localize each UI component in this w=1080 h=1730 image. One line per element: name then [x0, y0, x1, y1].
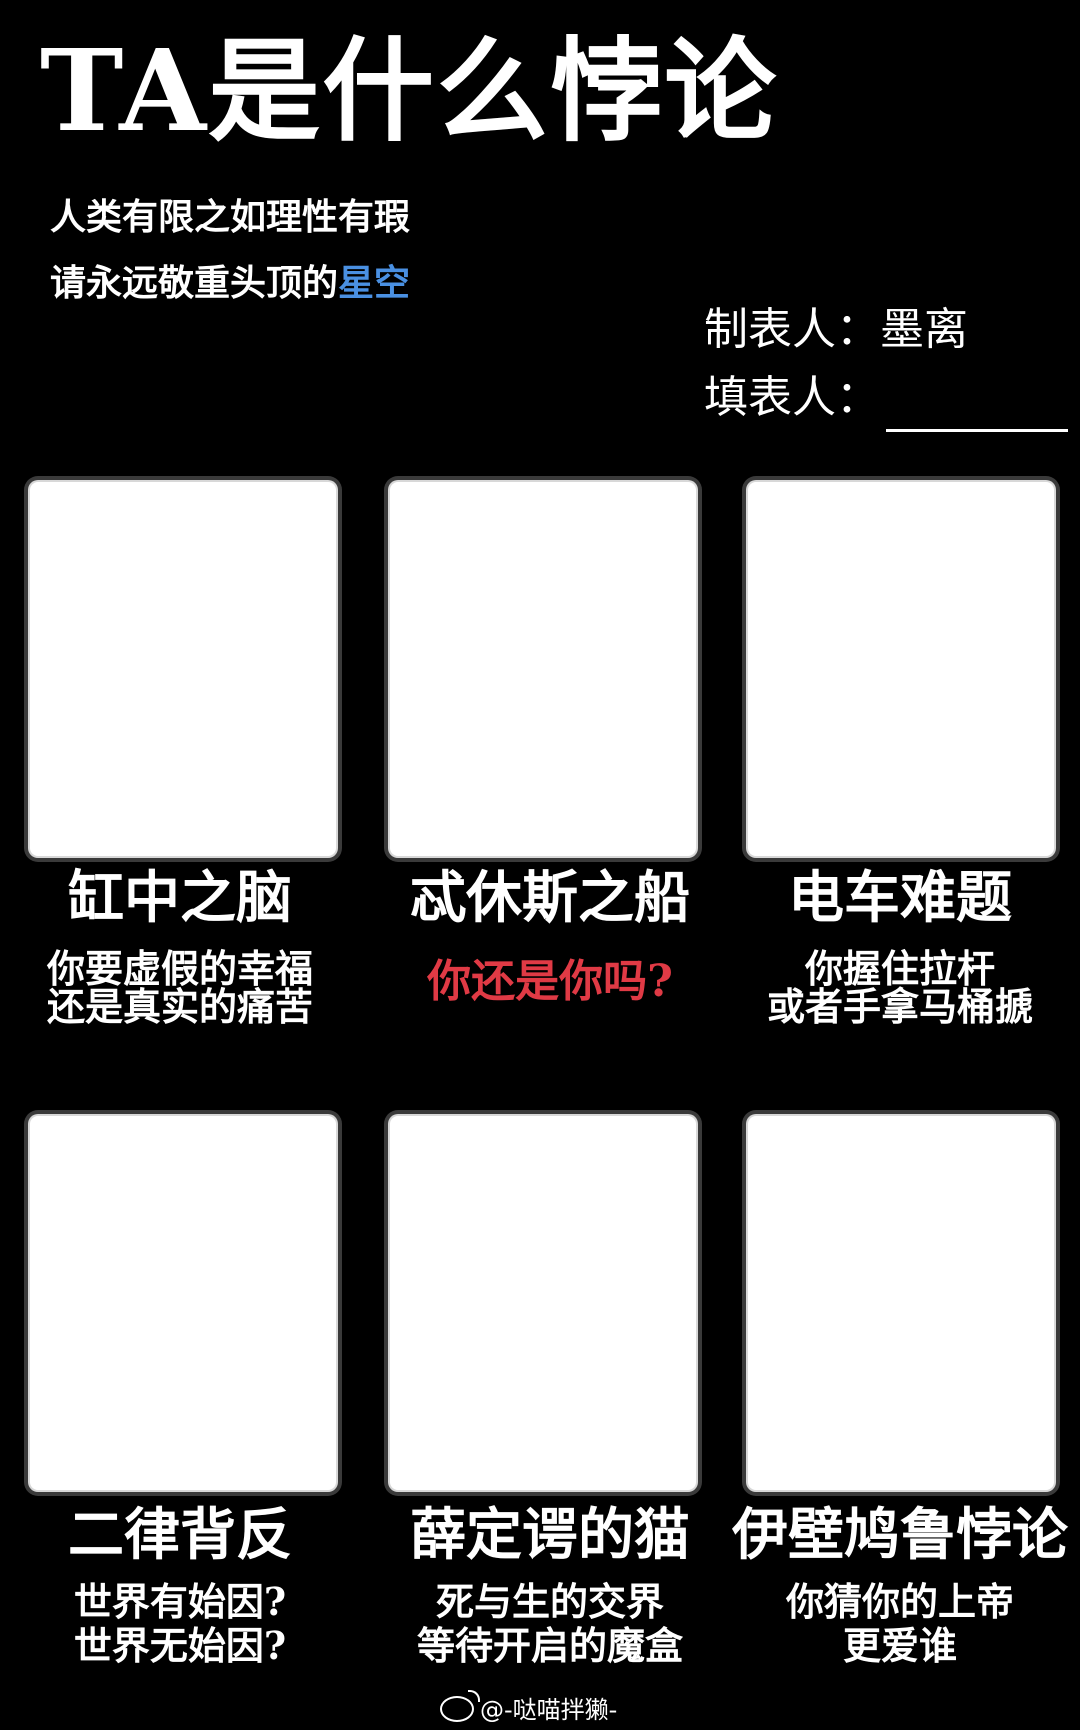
watermark-text: @-哒喵拌獭-: [480, 1696, 618, 1724]
filler-row: 填表人：: [704, 372, 1068, 432]
maker-name: 墨离: [880, 304, 968, 355]
card-title: 伊壁鸠鲁悖论: [732, 1502, 1068, 1568]
card-desc-line-1: 你要虚假的幸福: [46, 946, 313, 991]
photo-slot-ship-of-theseus[interactable]: [390, 482, 696, 856]
photo-slot-trolley-problem[interactable]: [748, 482, 1054, 856]
card-title: 忒休斯之船: [410, 865, 690, 931]
card-desc-line-2: 还是真实的痛苦: [46, 984, 313, 1029]
weibo-icon: [440, 1690, 480, 1722]
card-title: 薛定谔的猫: [410, 1502, 690, 1568]
page-title: TA是什么悖论: [40, 26, 779, 157]
card-title: 缸中之脑: [68, 865, 292, 931]
card-desc-line-1: 世界有始因?: [73, 1579, 287, 1624]
watermark: @-哒喵拌獭-: [440, 1690, 617, 1725]
photo-slot-schrodingers-cat[interactable]: [390, 1116, 696, 1490]
card-title: 电车难题: [788, 865, 1012, 931]
subtitle-line-1: 人类有限之如理性有瑕: [50, 196, 411, 238]
card-desc-line-2: 世界无始因?: [73, 1623, 287, 1668]
card-desc-line-1: 你握住拉杆: [804, 946, 995, 991]
card-title: 二律背反: [68, 1502, 292, 1568]
maker-label: 制表人：: [704, 304, 880, 355]
card-desc-line-1: 死与生的交界: [435, 1579, 664, 1624]
photo-slot-antinomy[interactable]: [30, 1116, 336, 1490]
card-desc-line-2: 等待开启的魔盒: [416, 1623, 683, 1668]
card-desc-line-2: 或者手拿马桶搋: [766, 984, 1033, 1029]
photo-slot-brain-in-vat[interactable]: [30, 482, 336, 856]
card-desc-line-1: 你猜你的上帝: [785, 1579, 1014, 1624]
subtitle-line-2-prefix: 请永远敬重头顶的: [50, 262, 339, 304]
subtitle-line-2: 请永远敬重头顶的星空: [50, 262, 410, 305]
card-desc-line-2: 更爱谁: [842, 1623, 957, 1668]
subtitle-highlight: 星空: [338, 262, 411, 304]
filler-blank-line[interactable]: [886, 429, 1068, 432]
filler-label: 填表人：: [704, 372, 880, 423]
photo-slot-epicurean-paradox[interactable]: [748, 1116, 1054, 1490]
card-desc-line-1: 你还是你吗?: [427, 956, 673, 1007]
maker-row: 制表人：墨离: [704, 304, 968, 357]
